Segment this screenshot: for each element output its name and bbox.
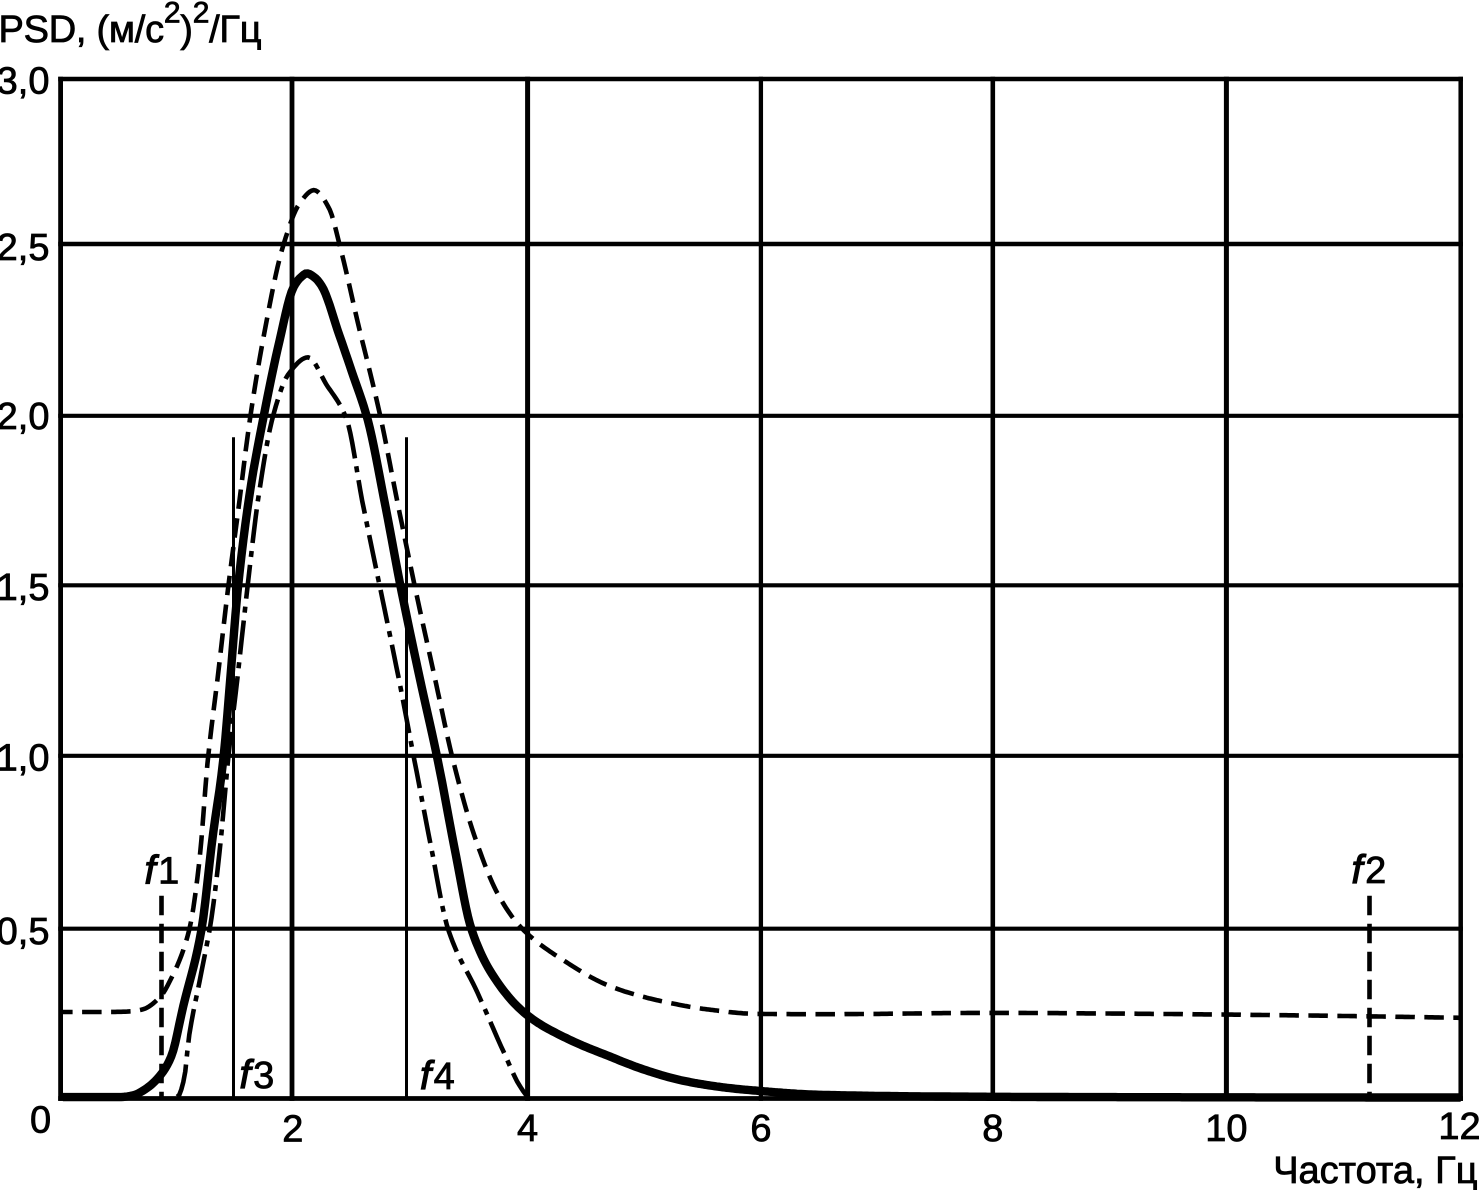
svg-text:2: 2	[282, 1109, 303, 1151]
svg-text:1,5: 1,5	[0, 567, 50, 609]
svg-text:3,0: 3,0	[0, 61, 50, 103]
svg-text:10: 10	[1205, 1108, 1247, 1150]
svg-text:Частота, Гц: Частота, Гц	[1273, 1150, 1477, 1190]
svg-text:PSD, (м/с2)2/Гц: PSD, (м/с2)2/Гц	[0, 0, 261, 51]
svg-text:f4: f4	[420, 1054, 455, 1098]
svg-text:12: 12	[1438, 1106, 1479, 1148]
svg-text:8: 8	[982, 1108, 1003, 1150]
svg-text:f3: f3	[240, 1053, 275, 1097]
svg-text:f1: f1	[145, 848, 180, 892]
svg-text:2,0: 2,0	[0, 396, 50, 438]
svg-text:f2: f2	[1352, 848, 1387, 892]
svg-text:0,5: 0,5	[0, 911, 50, 953]
svg-text:2,5: 2,5	[0, 227, 50, 269]
svg-text:4: 4	[517, 1108, 538, 1150]
svg-text:0: 0	[30, 1100, 51, 1142]
svg-text:6: 6	[750, 1108, 771, 1150]
svg-text:1,0: 1,0	[0, 738, 50, 780]
